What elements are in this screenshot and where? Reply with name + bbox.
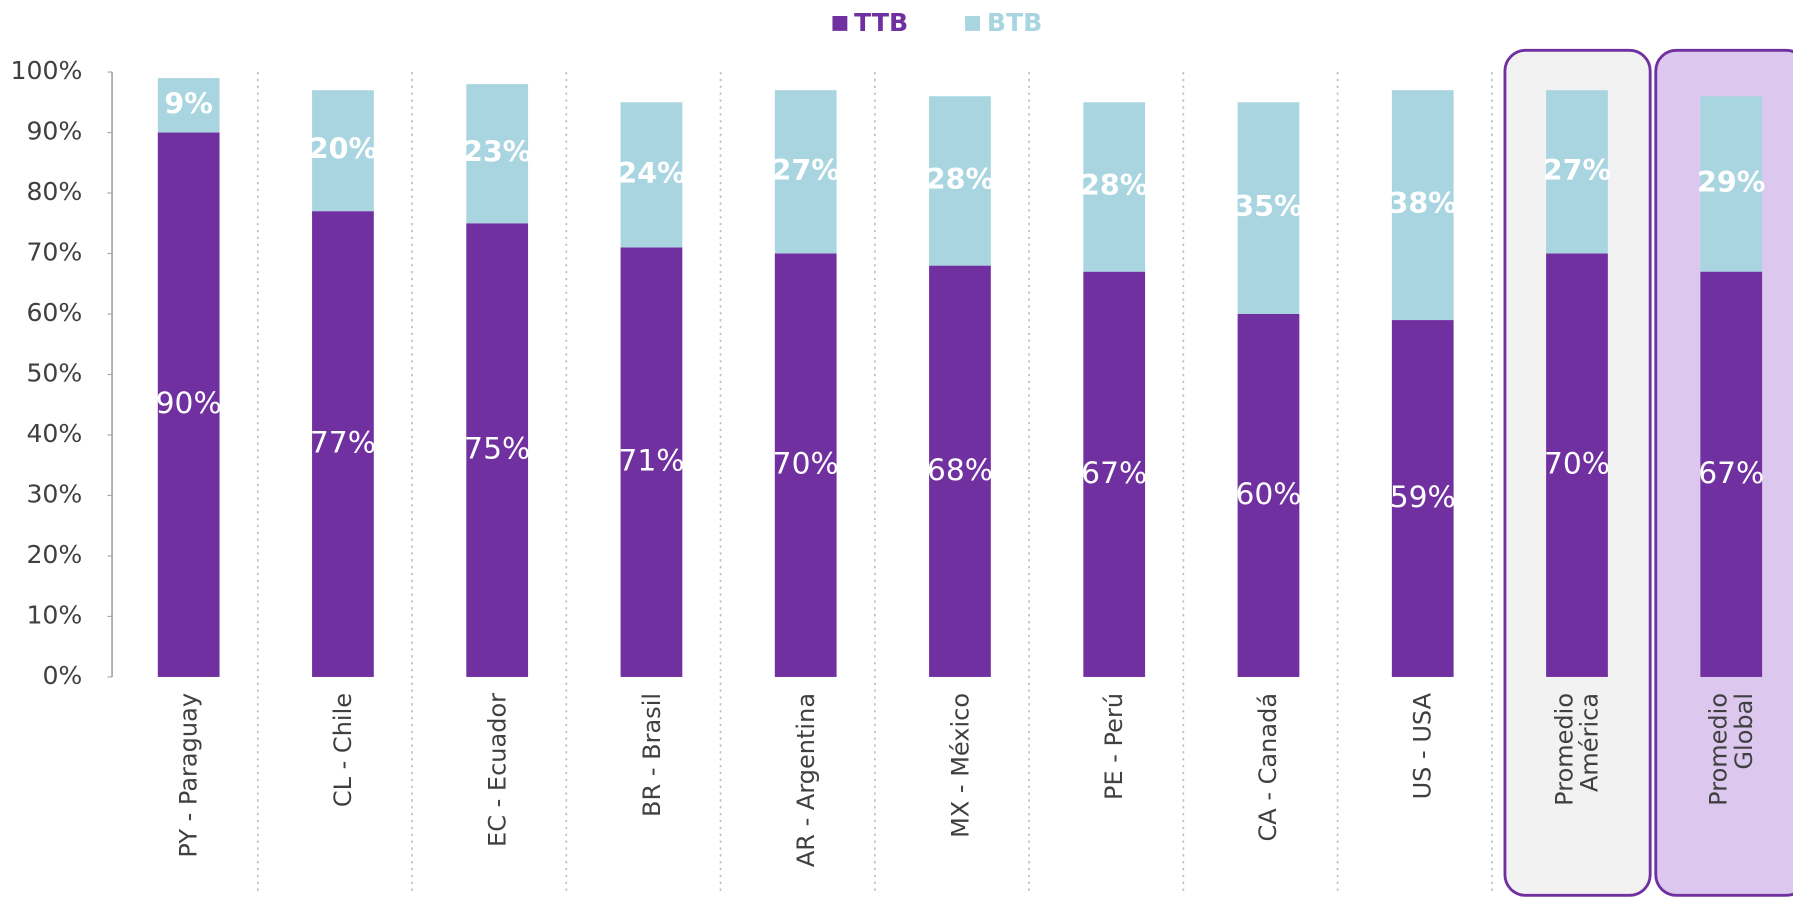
- y-tick-label: 0%: [42, 661, 82, 690]
- x-tick-label: PE - Perú: [1100, 692, 1128, 801]
- bar-segment: [1391, 320, 1454, 677]
- x-tick-label: Promedio América: [1550, 692, 1604, 806]
- bar-segment: [312, 211, 374, 677]
- data-label: 70%: [773, 447, 839, 482]
- bar-segment: [620, 247, 683, 677]
- y-tick-label: 90%: [26, 117, 82, 146]
- legend-item: BTB: [965, 8, 1042, 37]
- bar-segment: [1237, 102, 1300, 315]
- bar-segment: [1700, 271, 1763, 677]
- data-label: 60%: [1235, 477, 1301, 512]
- bar-segment: [1237, 314, 1300, 677]
- bar-segment: [1546, 90, 1608, 254]
- data-label: 20%: [309, 132, 377, 166]
- data-label: 90%: [156, 386, 222, 421]
- data-label: 9%: [164, 86, 213, 120]
- x-tick-label: CA - Canadá: [1254, 692, 1283, 842]
- bar-segment: [620, 102, 683, 248]
- bar-segment: [929, 265, 991, 677]
- bar-segment: [774, 90, 837, 254]
- x-tick-label: AR - Argentina: [791, 692, 820, 868]
- data-label: 77%: [310, 426, 376, 461]
- legend-swatch: [965, 16, 980, 31]
- data-label: 67%: [1698, 456, 1764, 491]
- bar-segment: [466, 223, 529, 677]
- y-tick-label: 10%: [26, 600, 82, 629]
- bar-segment: [1083, 102, 1146, 272]
- bar-segment: [929, 96, 991, 266]
- legend-label: BTB: [987, 8, 1042, 37]
- x-tick-label: EC - Ecuador: [483, 692, 511, 847]
- bar-segment: [157, 78, 220, 133]
- x-tick-label: BR - Brasil: [637, 692, 666, 817]
- bar-segment: [312, 90, 374, 212]
- y-tick-label: 30%: [26, 479, 82, 508]
- legend-item: TTB: [832, 8, 908, 37]
- data-label: 67%: [1081, 456, 1147, 491]
- bar-segment: [1546, 253, 1608, 677]
- bar-segment: [1700, 96, 1763, 272]
- x-tick-label: MX - México: [946, 692, 974, 838]
- y-tick-label: 20%: [26, 540, 82, 569]
- data-label: 29%: [1697, 165, 1765, 199]
- data-label: 59%: [1390, 480, 1456, 515]
- legend-label: TTB: [854, 8, 908, 37]
- y-tick-label: 80%: [26, 177, 82, 206]
- y-tick-label: 60%: [26, 298, 82, 327]
- bar-segment: [774, 253, 837, 677]
- bar-segment: [1083, 271, 1146, 677]
- y-tick-label: 50%: [26, 358, 82, 387]
- x-tick-label: PY - Paraguay: [174, 692, 203, 858]
- data-label: 70%: [1544, 447, 1610, 482]
- data-label: 68%: [927, 453, 993, 488]
- y-tick-label: 40%: [26, 419, 82, 448]
- data-label: 24%: [617, 156, 685, 190]
- data-label: 35%: [1234, 189, 1302, 223]
- x-tick-label: Promedio Global: [1704, 692, 1758, 806]
- data-label: 27%: [771, 153, 839, 187]
- data-label: 23%: [463, 135, 531, 169]
- legend-swatch: [832, 16, 848, 31]
- bar-segment: [1391, 90, 1454, 321]
- data-label: 28%: [926, 162, 994, 196]
- y-tick-label: 100%: [10, 56, 82, 85]
- data-label: 38%: [1389, 186, 1457, 220]
- bar-segment: [466, 84, 529, 224]
- x-tick-label: US - USA: [1408, 692, 1437, 800]
- data-label: 27%: [1543, 153, 1611, 187]
- y-tick-label: 70%: [26, 238, 82, 267]
- bar-segment: [157, 132, 220, 677]
- data-label: 28%: [1080, 168, 1148, 202]
- x-tick-label: CL - Chile: [329, 692, 357, 808]
- data-label: 71%: [618, 444, 684, 479]
- data-label: 75%: [464, 432, 530, 467]
